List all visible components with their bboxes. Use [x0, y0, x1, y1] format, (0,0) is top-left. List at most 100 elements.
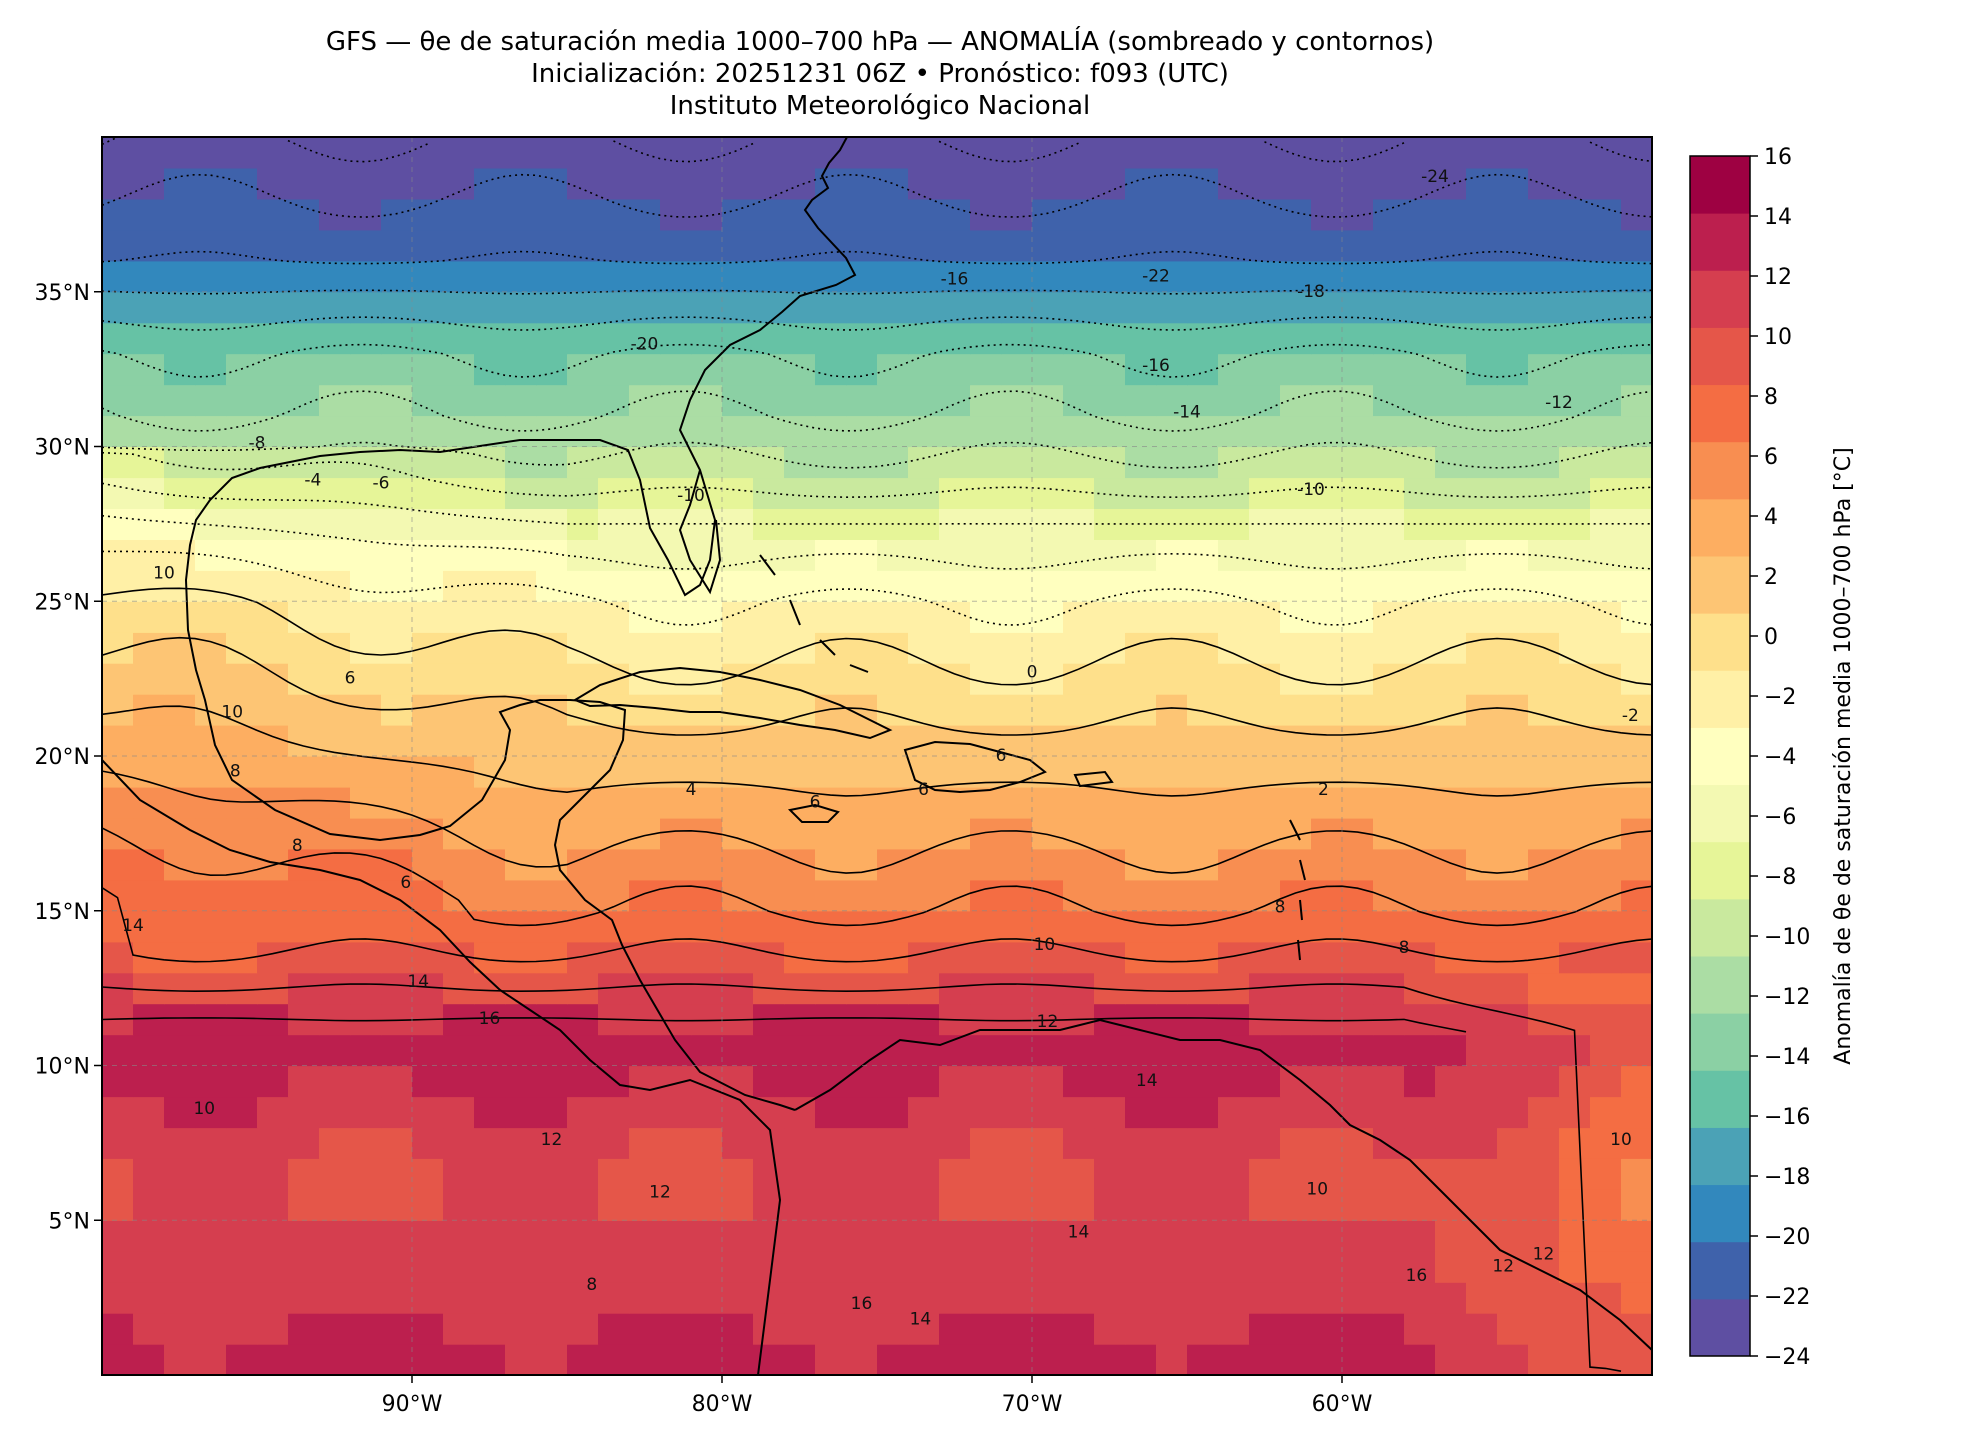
field-cell	[1311, 1344, 1343, 1375]
field-cell	[815, 1003, 847, 1036]
field-cell	[1125, 972, 1157, 1005]
field-cell	[1342, 508, 1374, 540]
contour-label: -10	[677, 486, 705, 506]
field-cell	[1063, 663, 1095, 695]
field-cell	[1187, 291, 1219, 324]
field-cell	[877, 1344, 909, 1375]
field-cell	[164, 1127, 196, 1159]
field-cell	[195, 1282, 227, 1314]
field-cell	[1497, 1065, 1529, 1098]
field-cell	[133, 1344, 165, 1375]
field-cell	[908, 570, 940, 602]
field-cell	[784, 1158, 816, 1190]
field-cell	[1373, 322, 1405, 355]
field-cell	[1156, 1158, 1188, 1190]
field-cell	[381, 817, 413, 850]
field-cell	[753, 725, 785, 757]
field-cell	[1466, 1065, 1498, 1098]
field-cell	[691, 910, 723, 943]
field-cell	[474, 570, 506, 602]
field-cell	[1094, 1344, 1126, 1375]
field-cell	[908, 167, 940, 200]
field-cell	[1311, 1313, 1343, 1345]
field-cell	[1094, 725, 1126, 757]
field-cell	[1435, 1189, 1467, 1221]
field-cell	[629, 848, 661, 881]
field-cell	[660, 725, 692, 757]
field-cell	[1404, 446, 1436, 479]
field-cell	[1528, 539, 1560, 571]
field-cell	[846, 601, 878, 633]
field-cell	[257, 198, 289, 231]
field-cell	[102, 817, 134, 850]
field-cell	[722, 694, 754, 726]
contour-12	[102, 983, 1622, 1372]
field-cell	[1342, 725, 1374, 757]
field-cell	[908, 941, 940, 974]
field-cell	[753, 446, 785, 479]
field-cell	[443, 415, 475, 448]
field-cell	[133, 1220, 165, 1252]
field-cell	[288, 198, 320, 231]
field-cell	[412, 415, 444, 448]
field-cell	[102, 539, 134, 571]
field-cell	[1249, 1313, 1281, 1345]
field-cell	[1528, 972, 1560, 1005]
field-cell	[629, 694, 661, 726]
field-cell	[257, 291, 289, 324]
field-cell	[1063, 260, 1095, 293]
field-cell	[1621, 848, 1652, 881]
field-cell	[1063, 1344, 1095, 1375]
field-cell	[505, 477, 537, 509]
field-cell	[350, 1034, 382, 1067]
field-cell	[815, 229, 847, 262]
field-cell	[1590, 725, 1622, 757]
field-cell	[1590, 848, 1622, 881]
field-cell	[1466, 415, 1498, 448]
field-cell	[1404, 1127, 1436, 1159]
field-cell	[1528, 1096, 1560, 1129]
field-cell	[1094, 1313, 1126, 1345]
field-cell	[1404, 260, 1436, 293]
field-cell	[1249, 910, 1281, 943]
field-cell	[1094, 632, 1126, 664]
field-cell	[660, 1003, 692, 1036]
field-cell	[567, 1313, 599, 1345]
field-cell	[1528, 1189, 1560, 1221]
field-cell	[1311, 229, 1343, 262]
field-cell	[505, 787, 537, 819]
field-cell	[598, 291, 630, 324]
field-cell	[1311, 353, 1343, 386]
field-cell	[846, 291, 878, 324]
field-cell	[722, 787, 754, 819]
field-cell	[1559, 384, 1591, 417]
field-cell	[939, 910, 971, 943]
field-cell	[1218, 415, 1250, 448]
field-cell	[629, 1127, 661, 1159]
field-cell	[226, 322, 258, 355]
field-cell	[1373, 725, 1405, 757]
field-cell	[102, 1034, 134, 1067]
field-cell	[908, 848, 940, 881]
field-cell	[1435, 384, 1467, 417]
field-cell	[691, 601, 723, 633]
field-cell	[722, 1096, 754, 1129]
field-cell	[226, 415, 258, 448]
field-cell	[1621, 972, 1652, 1005]
field-cell	[598, 415, 630, 448]
field-cell	[288, 632, 320, 664]
contour-label: 6	[400, 873, 411, 893]
field-cell	[1001, 879, 1033, 912]
field-cell	[164, 570, 196, 602]
field-cell	[1466, 137, 1498, 169]
field-cell	[1528, 477, 1560, 509]
field-cell	[970, 508, 1002, 540]
field-cell	[970, 694, 1002, 726]
field-cell	[1249, 787, 1281, 819]
field-cell	[195, 601, 227, 633]
field-cell	[257, 632, 289, 664]
field-cell	[1063, 415, 1095, 448]
field-cell	[1249, 601, 1281, 633]
field-cell	[505, 1189, 537, 1221]
field-cell	[474, 879, 506, 912]
